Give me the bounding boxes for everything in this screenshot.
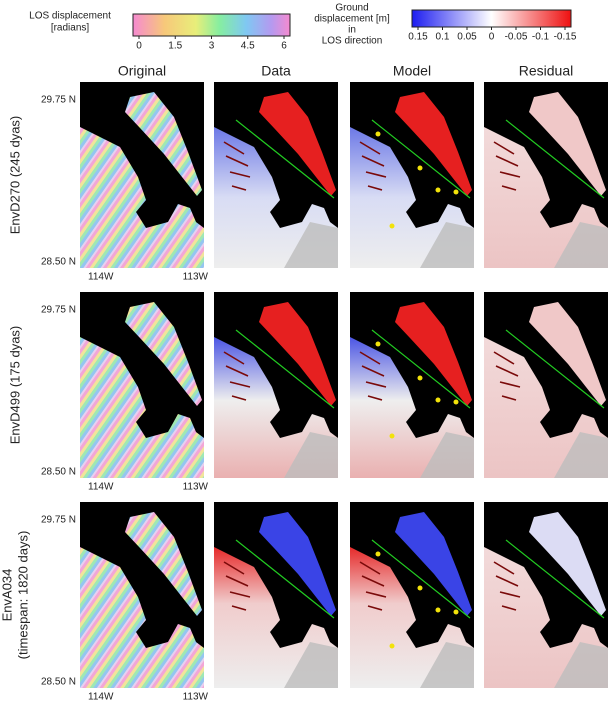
gps-site — [390, 434, 395, 439]
lon-label: 113W — [183, 272, 209, 283]
gps-site — [376, 552, 381, 557]
colorbar-title: LOS displacement — [29, 11, 111, 22]
lat-label: 28.50 N — [41, 677, 76, 688]
gps-site — [418, 586, 423, 591]
lon-label: 114W — [88, 272, 114, 283]
colorbar-title: LOS direction — [322, 36, 383, 47]
gps-site — [454, 400, 459, 405]
lon-label: 114W — [88, 692, 114, 703]
colorbar — [133, 14, 290, 36]
figure: LOS displacement[radians] 0 1.5 3 4.5 6 Ground… — [0, 0, 608, 704]
colorbar-tick-label: 6 — [281, 41, 287, 52]
colorbar-title: in — [348, 25, 356, 36]
gps-site — [436, 608, 441, 613]
row-label: EnvD499 (175 dyas) — [7, 326, 22, 445]
gps-site — [418, 376, 423, 381]
row-label: (timespan: 1820 days) — [15, 531, 30, 660]
colorbar-title: [radians] — [51, 23, 90, 34]
gps-site — [390, 224, 395, 229]
colorbar-tick-label: 1.5 — [168, 41, 182, 52]
colorbar-tick-label: 0.15 — [408, 32, 428, 43]
gps-site — [436, 188, 441, 193]
lat-label: 29.75 N — [41, 305, 76, 316]
row-label: EnvD270 (245 dyas) — [7, 116, 22, 235]
column-header: Original — [118, 63, 166, 79]
colorbar-tick-label: 0 — [136, 41, 142, 52]
colorbar-tick-label: -0.1 — [532, 32, 550, 43]
column-header: Residual — [519, 63, 573, 79]
colorbar-tick-label: 0 — [489, 32, 495, 43]
gps-site — [454, 190, 459, 195]
lat-label: 29.75 N — [41, 95, 76, 106]
colorbar-title: displacement [m] — [314, 14, 390, 25]
colorbar — [412, 10, 571, 27]
colorbar-tick-label: 0.1 — [436, 32, 450, 43]
gps-site — [454, 610, 459, 615]
column-header: Model — [393, 63, 431, 79]
gps-site — [418, 166, 423, 171]
lon-label: 114W — [88, 482, 114, 493]
lon-label: 113W — [183, 692, 209, 703]
gps-site — [436, 398, 441, 403]
gps-site — [376, 342, 381, 347]
colorbar-tick-label: 4.5 — [241, 41, 255, 52]
gps-site — [390, 644, 395, 649]
row-label: EnvA034 — [0, 569, 14, 622]
colorbar-title: Ground — [335, 3, 368, 14]
lat-label: 28.50 N — [41, 257, 76, 268]
colorbar-tick-label: 0.05 — [457, 32, 477, 43]
lat-label: 28.50 N — [41, 467, 76, 478]
column-header: Data — [261, 63, 291, 79]
gps-site — [376, 132, 381, 137]
colorbar-tick-label: 3 — [209, 41, 215, 52]
lon-label: 113W — [183, 482, 209, 493]
colorbar-tick-label: -0.15 — [554, 32, 577, 43]
colorbar-tick-label: -0.05 — [505, 32, 528, 43]
lat-label: 29.75 N — [41, 515, 76, 526]
